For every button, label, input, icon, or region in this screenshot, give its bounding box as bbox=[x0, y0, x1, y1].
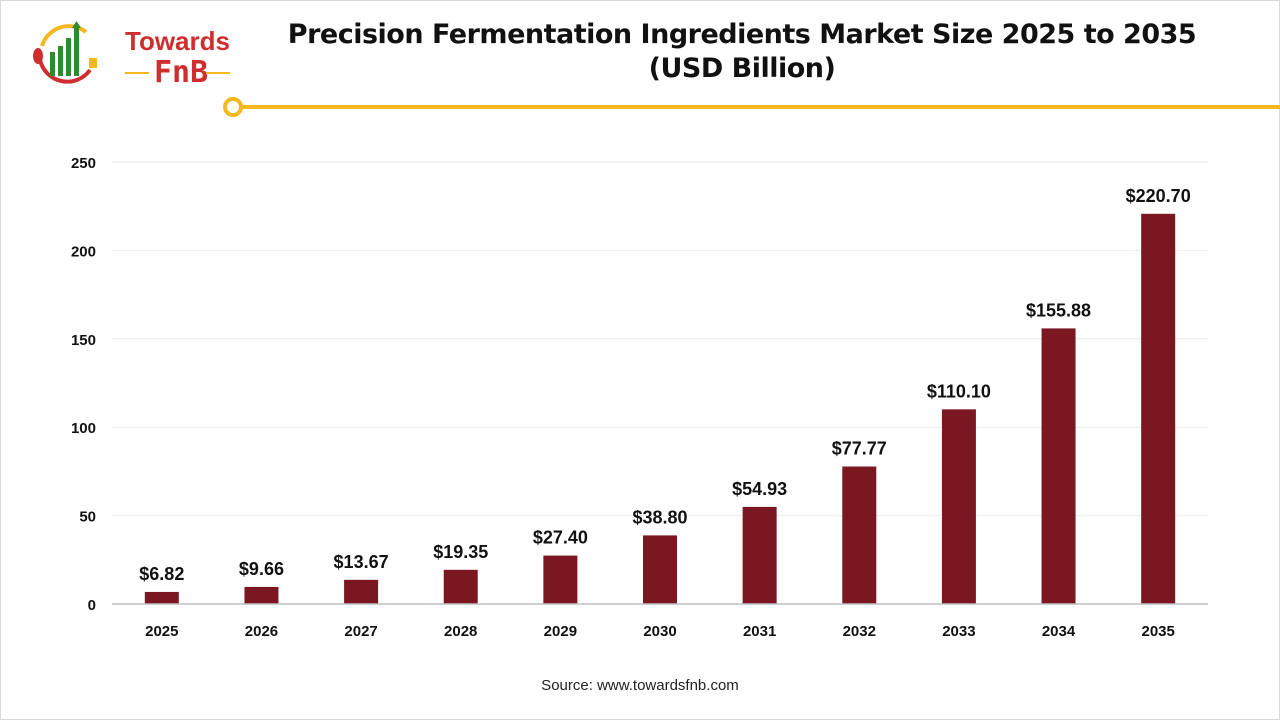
x-tick-label: 2035 bbox=[1141, 623, 1174, 640]
subtitle-line: (USD Billion) bbox=[648, 53, 836, 84]
data-label: $27.40 bbox=[533, 528, 588, 548]
x-tick-label: 2033 bbox=[942, 623, 975, 640]
x-tick-label: 2026 bbox=[245, 623, 278, 640]
bar bbox=[1041, 328, 1076, 604]
source-note: Source: www.towardsfnb.com bbox=[541, 677, 739, 694]
bar bbox=[344, 579, 379, 604]
data-label: $155.88 bbox=[1026, 300, 1091, 320]
x-tick-label: 2027 bbox=[344, 623, 377, 640]
x-tick-label: 2030 bbox=[643, 623, 676, 640]
data-label: $110.10 bbox=[927, 381, 991, 401]
x-tick-label: 2032 bbox=[843, 623, 876, 640]
y-tick-label: 0 bbox=[88, 597, 96, 614]
y-tick-label: 50 bbox=[79, 509, 96, 526]
logo-emblem-icon bbox=[33, 21, 97, 84]
data-label: $13.67 bbox=[334, 552, 389, 572]
y-tick-label: 100 bbox=[71, 420, 96, 437]
x-tick-label: 2031 bbox=[743, 623, 776, 640]
bar bbox=[543, 555, 578, 604]
title-line: Precision Fermentation Ingredients Marke… bbox=[287, 19, 1197, 50]
bar bbox=[1141, 213, 1176, 604]
data-label: $220.70 bbox=[1126, 186, 1191, 206]
bar bbox=[742, 506, 777, 604]
towards-fnb-logo: Towards FnB bbox=[28, 18, 230, 90]
chart-title: Precision Fermentation Ingredients Marke… bbox=[240, 18, 1244, 86]
y-tick-label: 150 bbox=[71, 332, 96, 349]
y-tick-label: 250 bbox=[71, 155, 96, 172]
bar bbox=[443, 569, 478, 604]
bar bbox=[941, 409, 976, 604]
x-tick-label: 2029 bbox=[544, 623, 577, 640]
bar bbox=[244, 586, 279, 604]
data-label: $38.80 bbox=[632, 507, 687, 527]
bar bbox=[842, 466, 877, 604]
x-tick-label: 2025 bbox=[145, 623, 178, 640]
y-tick-label: 200 bbox=[71, 243, 96, 260]
data-label: $6.82 bbox=[139, 564, 184, 584]
data-label: $77.77 bbox=[832, 439, 887, 459]
data-label: $9.66 bbox=[239, 559, 284, 579]
data-label: $19.35 bbox=[433, 542, 488, 562]
x-tick-label: 2034 bbox=[1042, 623, 1076, 640]
bar bbox=[643, 535, 677, 604]
bar bbox=[144, 591, 179, 604]
data-label: $54.93 bbox=[732, 479, 787, 499]
x-tick-label: 2028 bbox=[444, 623, 477, 640]
logo-text-fnb: FnB bbox=[154, 55, 209, 90]
logo-text: Towards bbox=[125, 26, 230, 56]
